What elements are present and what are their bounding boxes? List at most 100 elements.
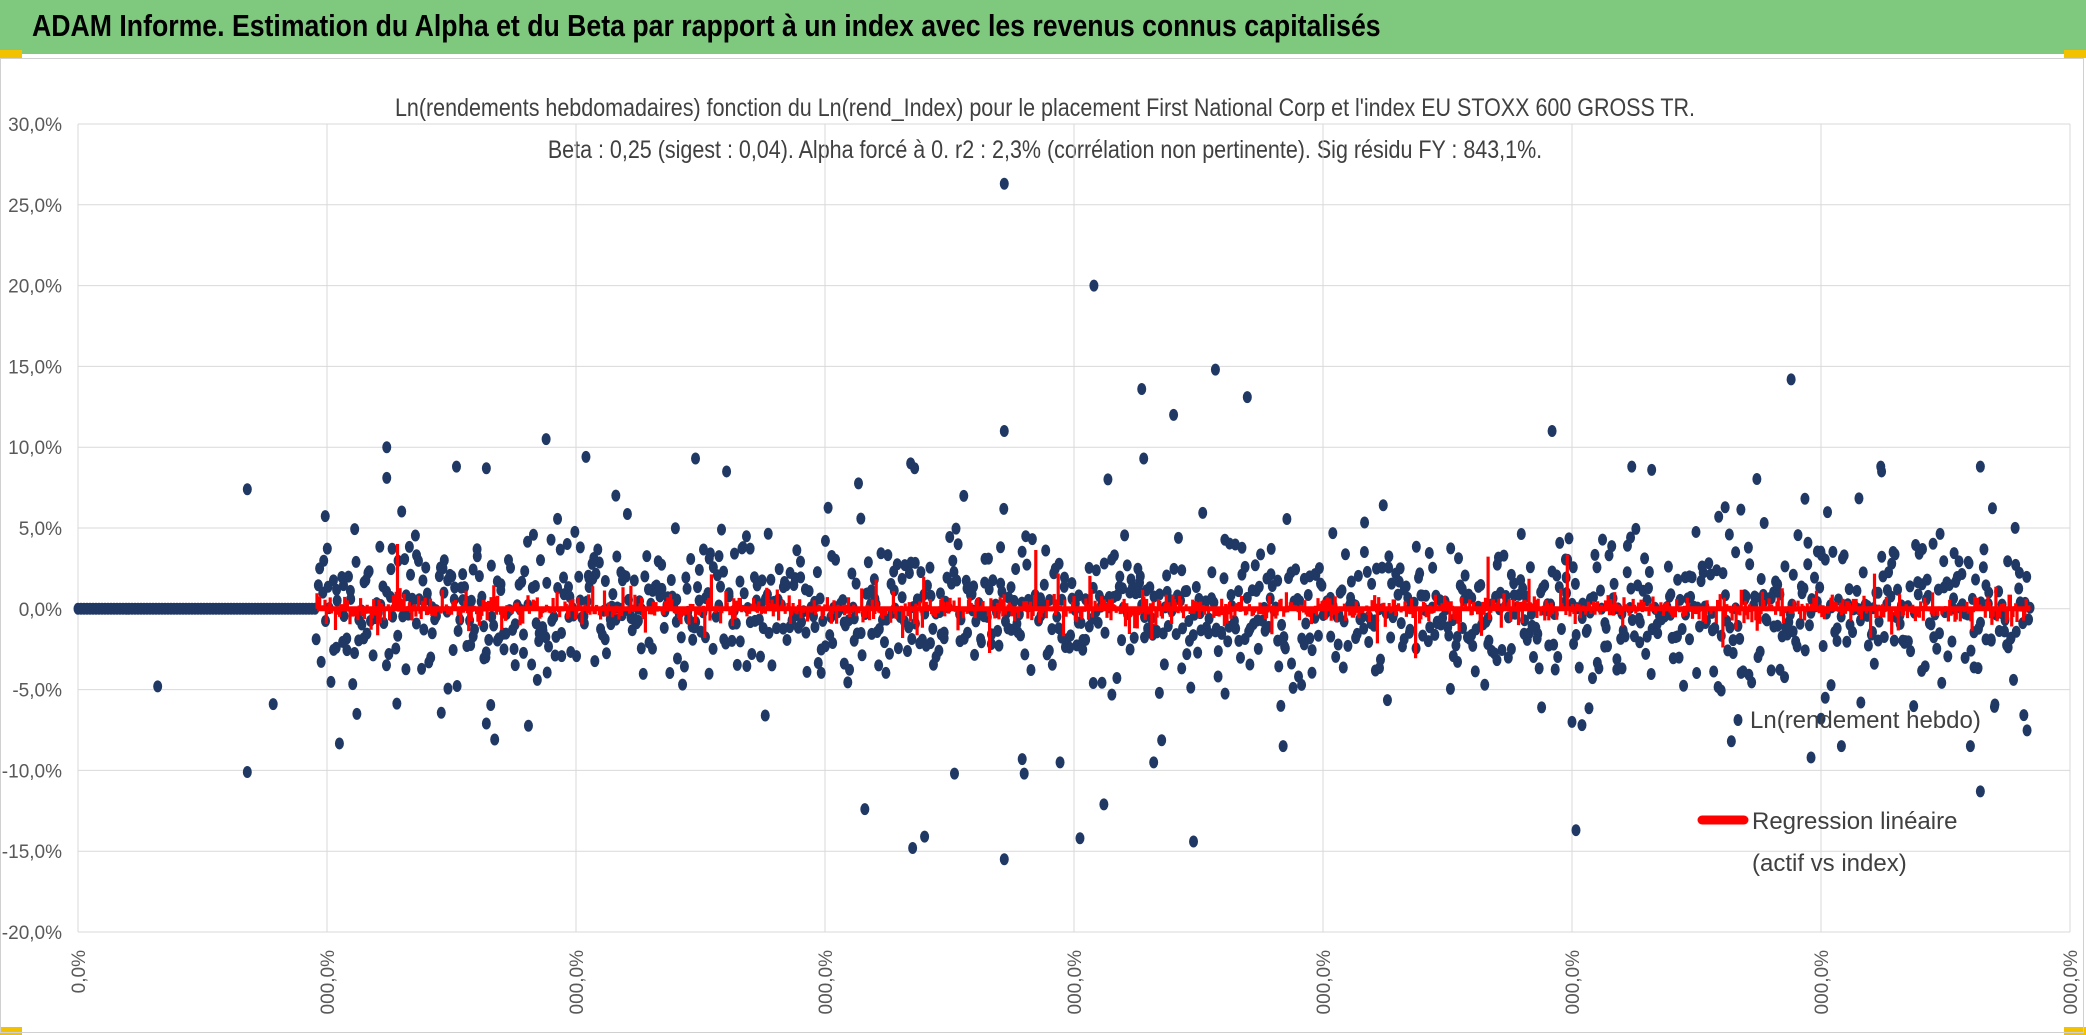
data-point (1234, 585, 1244, 598)
y-tick-label: 15,0% (8, 357, 62, 378)
data-point (757, 574, 767, 587)
data-point (679, 660, 689, 673)
data-point (553, 582, 563, 595)
data-point (600, 575, 610, 588)
data-point (910, 556, 920, 569)
data-point (1129, 631, 1139, 644)
data-point (1220, 687, 1230, 700)
data-point (1540, 579, 1550, 592)
data-point (443, 682, 453, 695)
data-point (1468, 639, 1478, 652)
data-point (382, 441, 392, 454)
data-point (1928, 537, 1938, 550)
data-point (1395, 562, 1405, 575)
y-tick-label: 25,0% (8, 196, 62, 217)
data-point (386, 563, 396, 576)
data-point (541, 631, 551, 644)
data-point (953, 538, 963, 551)
data-point (1066, 629, 1076, 642)
data-point (1890, 548, 1900, 561)
data-point (1631, 522, 1641, 535)
data-point (1075, 832, 1085, 845)
data-point (1876, 460, 1886, 473)
data-point (1445, 682, 1455, 695)
data-point (536, 554, 546, 567)
data-point (352, 707, 362, 720)
data-point (916, 566, 926, 579)
data-point (1314, 562, 1324, 575)
data-point (1909, 700, 1919, 713)
data-point (1810, 571, 1820, 584)
data-point (1157, 734, 1167, 747)
y-tick-label: 5,0% (19, 519, 62, 540)
data-point (1806, 751, 1816, 764)
data-point (590, 655, 600, 668)
data-point (760, 709, 770, 722)
data-point (755, 650, 765, 663)
data-point (1039, 578, 1049, 591)
data-point (574, 570, 584, 583)
data-point (1570, 577, 1580, 590)
data-point (1382, 694, 1392, 707)
data-point (1122, 559, 1132, 572)
data-point (738, 541, 748, 554)
data-point (795, 555, 805, 568)
data-point (1266, 542, 1276, 555)
series-regression (315, 544, 2032, 659)
data-point (1820, 691, 1830, 704)
data-point (1203, 627, 1213, 640)
data-point (1725, 621, 1735, 634)
data-point (1553, 651, 1563, 664)
data-point (1800, 492, 1810, 505)
data-point (908, 841, 918, 854)
data-point (1640, 552, 1650, 565)
data-point (332, 583, 342, 596)
data-point (813, 657, 823, 670)
data-point (1377, 561, 1387, 574)
data-point (1943, 650, 1953, 663)
data-point (1137, 383, 1147, 396)
data-point (1109, 549, 1119, 562)
data-point (767, 659, 777, 672)
data-point (1346, 575, 1356, 588)
data-point (796, 571, 806, 584)
data-point (754, 613, 764, 626)
data-point (581, 450, 591, 463)
data-point (676, 631, 686, 644)
data-point (1084, 561, 1094, 574)
data-point (1182, 648, 1192, 661)
data-point (1017, 545, 1027, 558)
data-point (351, 555, 361, 568)
data-point (1839, 549, 1849, 562)
data-point (1643, 582, 1653, 595)
data-point (1990, 698, 2000, 711)
data-point (1189, 835, 1199, 848)
data-point (1731, 546, 1741, 559)
y-tick-label: -10,0% (2, 761, 62, 782)
data-point (948, 554, 958, 567)
data-point (1803, 536, 1813, 549)
data-point (1317, 579, 1327, 592)
data-point (816, 666, 826, 679)
data-point (1384, 550, 1394, 563)
data-point (708, 642, 718, 655)
data-point (311, 633, 321, 646)
data-point (520, 565, 530, 578)
x-tick-label: 000,0% (567, 950, 588, 1015)
data-point (1159, 658, 1169, 671)
data-point (727, 634, 737, 647)
data-point (1254, 580, 1264, 593)
data-point (1556, 622, 1566, 635)
data-point (1832, 622, 1842, 635)
data-point (418, 574, 428, 587)
data-point (1022, 558, 1032, 571)
data-point (863, 556, 873, 569)
data-point (735, 575, 745, 588)
chart-title-bg (285, 84, 1805, 168)
data-point (1641, 647, 1651, 660)
data-point (242, 766, 252, 779)
corner-marker-top-right (2064, 50, 2086, 58)
data-point (1635, 616, 1645, 629)
data-point (892, 558, 902, 571)
legend-label-regression: Regression linéaire (1752, 808, 1957, 835)
